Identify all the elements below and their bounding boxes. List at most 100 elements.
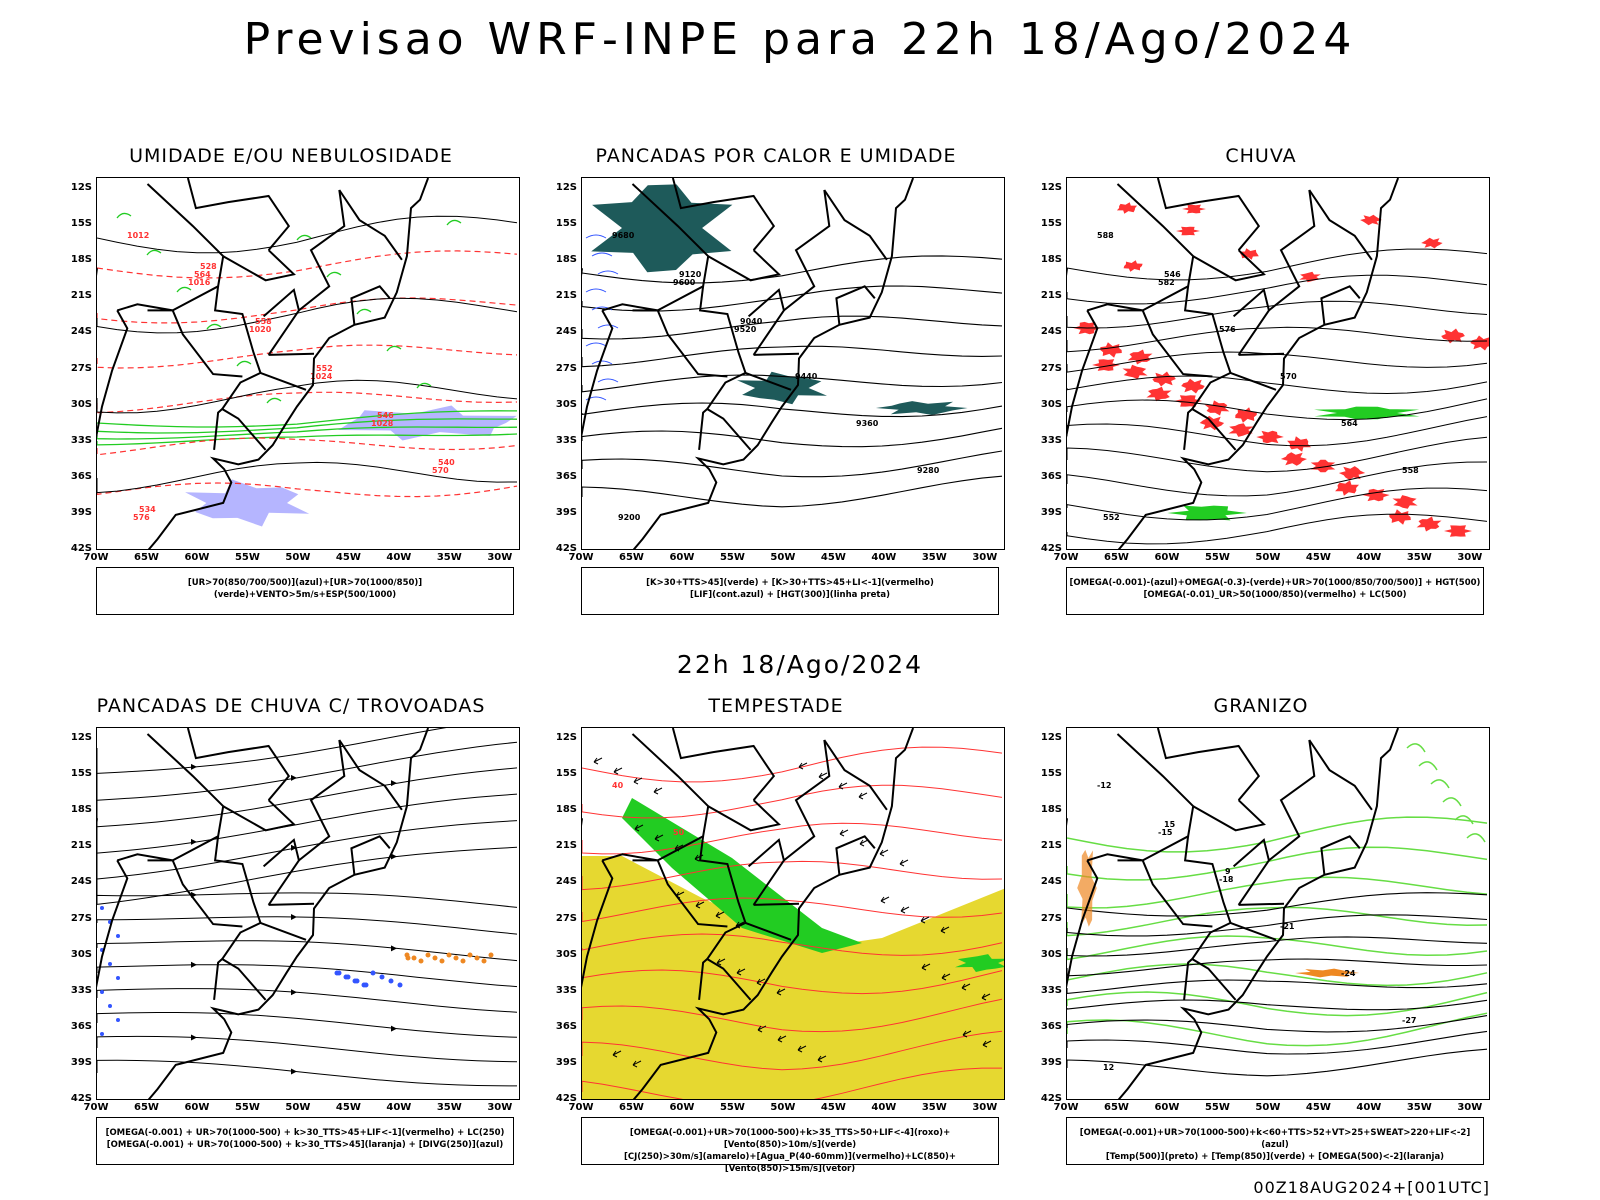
lat-tick-label: 36S <box>70 470 92 482</box>
rain-red-area <box>1360 214 1382 226</box>
state-border <box>350 285 391 325</box>
thunderstorm-orange-dot <box>460 958 466 964</box>
wind-vector <box>736 968 746 976</box>
lat-tick-label: 36S <box>1040 1020 1062 1032</box>
panel-tempestade: TEMPESTADE 40 50 [OMEGA(-0.001)+UR>70(100… <box>541 695 1011 1187</box>
state-border <box>747 838 785 906</box>
lat-tick-label: 21S <box>70 840 92 852</box>
lat-tick-label: 33S <box>1040 984 1062 996</box>
thickness-contour <box>97 437 518 456</box>
forecast-map: 588 582 576 570 564 558 552 546 <box>1066 177 1490 550</box>
state-border <box>747 288 785 356</box>
humidity-green-contour <box>326 271 342 278</box>
lat-tick-label: 24S <box>555 326 577 338</box>
hgt500-contour <box>1067 248 1488 281</box>
wind-vector <box>981 993 991 1001</box>
wind-streamline <box>97 820 518 880</box>
state-border <box>1308 189 1373 261</box>
wind-vector <box>593 757 603 765</box>
lon-tick-label: 55W <box>719 1102 745 1113</box>
contour-label: 9440 <box>795 372 818 381</box>
contour-label: 564 <box>194 270 211 279</box>
lat-tick-label: 15S <box>70 218 92 230</box>
contour-label: 534 <box>139 505 156 514</box>
state-border <box>1320 285 1361 325</box>
panel-title: TEMPESTADE <box>708 695 844 717</box>
state-border <box>262 288 300 356</box>
temp850-contour <box>1067 816 1488 853</box>
precipitable-water-contour <box>582 784 1003 819</box>
streamline-arrow <box>291 844 297 851</box>
rain-red-area <box>1152 371 1176 387</box>
state-border <box>186 728 291 801</box>
contour-label: 9120 <box>679 270 702 279</box>
rain-red-area <box>1123 260 1143 272</box>
rain-red-area <box>1287 436 1311 452</box>
map-canvas: 40 50 <box>582 728 1004 1099</box>
humidity-green-contour <box>206 323 222 330</box>
state-border <box>1156 728 1261 801</box>
convection-area <box>875 401 968 415</box>
wind-streamline <box>97 741 518 801</box>
state-border <box>171 860 243 928</box>
humidity-green-contour <box>97 426 518 440</box>
state-border <box>1141 860 1213 928</box>
rain-red-area <box>1392 495 1418 509</box>
humidity-green-contour <box>446 219 462 226</box>
legend-line: [Temp(500)](preto) + [Temp(850)](verde) … <box>1105 1152 1445 1162</box>
lat-tick-label: 42S <box>1040 1093 1062 1104</box>
lon-tick-label: 35W <box>436 552 462 563</box>
lat-tick-label: 27S <box>555 912 577 924</box>
lon-tick-label: 45W <box>820 552 846 563</box>
rain-red-area <box>1441 328 1465 344</box>
lat-tick-label: 36S <box>70 1020 92 1032</box>
lon-tick-label: 55W <box>234 1102 260 1113</box>
state-border <box>213 408 223 451</box>
contour-label: 9 <box>1225 867 1231 876</box>
legend-line: [OMEGA(-0.001)+UR>70(1000-500)+k>35_TTS>… <box>629 1128 951 1150</box>
state-border <box>783 739 831 862</box>
map-canvas: 1012 1016 1020 1024 1028 570 576 564 558 552 546 54… <box>97 178 518 549</box>
state-border <box>146 183 225 312</box>
wind-streamline <box>97 940 518 962</box>
state-border <box>745 921 792 941</box>
thickness-contour <box>97 250 518 279</box>
lat-tick-label: 42S <box>70 543 92 554</box>
state-border <box>1192 249 1266 282</box>
wind-vector <box>612 1050 622 1058</box>
lon-tick-label: 50W <box>1255 1102 1281 1113</box>
rain-red-area <box>1470 335 1489 351</box>
contour-label: 552 <box>1103 513 1120 522</box>
wind-streamline <box>97 728 447 774</box>
contour-label: 528 <box>200 262 217 271</box>
lif-contour <box>585 342 607 347</box>
divergence-blue-dot <box>345 974 351 980</box>
streamline-arrow <box>291 1068 297 1075</box>
rain-green-area <box>1314 406 1420 420</box>
lon-tick-label: 60W <box>1154 552 1180 563</box>
lat-tick-label: 12S <box>1040 732 1062 744</box>
state-border <box>753 902 800 906</box>
lat-tick-label: 30S <box>1040 398 1062 410</box>
thunderstorm-orange-dot <box>453 955 459 961</box>
divergence-blue-dot <box>108 962 112 966</box>
wind-streamline <box>97 846 518 905</box>
lat-tick-label: 12S <box>70 732 92 744</box>
lat-tick-label: 30S <box>555 948 577 960</box>
lat-tick-label: 30S <box>70 398 92 410</box>
lon-tick-label: 40W <box>386 1102 412 1113</box>
lat-tick-label: 39S <box>70 1056 92 1068</box>
contour-label: 558 <box>1402 466 1419 475</box>
rain-red-area <box>1416 516 1442 532</box>
lat-tick-label: 39S <box>70 506 92 518</box>
temp850-contour <box>1067 935 1488 961</box>
temp850-contour <box>1067 963 1488 987</box>
lat-tick-label: 15S <box>555 768 577 780</box>
lat-tick-label: 42S <box>70 1093 92 1104</box>
lat-tick-label: 21S <box>555 840 577 852</box>
humidity-green-contour <box>146 249 162 256</box>
contour-label: 540 <box>438 458 455 467</box>
lon-tick-label: 70W <box>83 552 109 563</box>
state-border <box>707 249 781 282</box>
state-border <box>698 286 752 451</box>
